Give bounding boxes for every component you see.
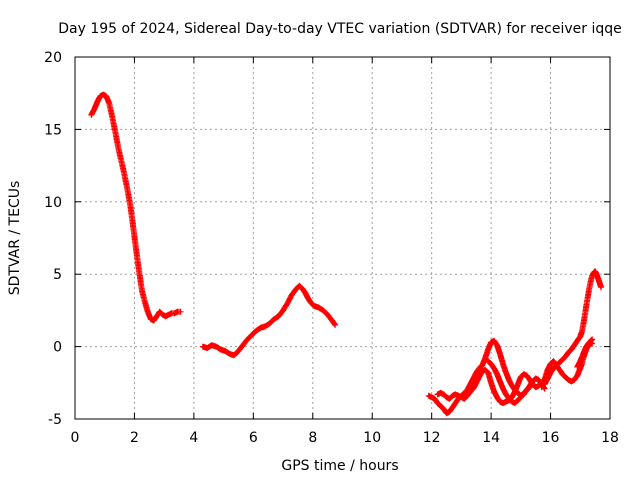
data-points-segment-3c [485,358,533,407]
y-tick-label: 15 [44,122,62,138]
x-tick-label: 0 [71,430,80,446]
data-series [88,91,605,417]
y-tick-label: 20 [44,50,62,66]
data-points-segment-2 [199,282,339,359]
x-tick-label: 16 [542,430,560,446]
data-points-segment-4c [574,339,596,370]
axis-ticks [74,56,611,420]
x-tick-label: 8 [308,430,317,446]
x-tick-label: 2 [130,430,139,446]
x-tick-label: 6 [249,430,258,446]
y-tick-label: 0 [53,340,62,356]
y-tick-label: 5 [53,267,62,283]
y-tick-labels: -5 0 5 10 15 20 [44,50,62,428]
x-tick-label: 12 [423,430,441,446]
grid-lines [75,57,610,419]
x-tick-label: 14 [482,430,500,446]
series-segment-3c [485,358,533,407]
x-tick-label: 10 [363,430,381,446]
data-points-segment-1 [88,91,184,324]
plot-frame [74,56,611,420]
y-tick-label: -5 [48,412,62,428]
y-tick-label: 10 [44,195,62,211]
x-axis-label: GPS time / hours [281,458,398,474]
series-segment-2 [199,282,339,359]
x-tick-label: 18 [601,430,619,446]
x-tick-label: 4 [189,430,198,446]
y-axis-label: SDTVAR / TECUs [7,181,23,296]
x-tick-labels: 0 2 4 6 8 10 12 14 16 18 [71,430,619,446]
chart-title: Day 195 of 2024, Sidereal Day-to-day VTE… [58,21,622,37]
series-segment-4c [574,339,596,370]
series-segment-1 [88,91,184,324]
